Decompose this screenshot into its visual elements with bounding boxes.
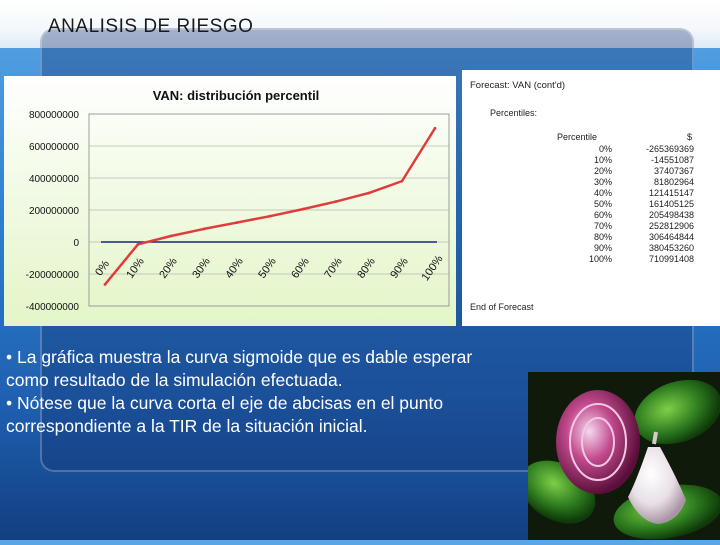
x-tick-label: 70% xyxy=(322,256,345,281)
value-cell: 121415147 xyxy=(648,188,694,198)
forecast-table: Forecast: VAN (cont'd) Percentiles: Perc… xyxy=(462,70,720,326)
data-point xyxy=(103,283,107,286)
y-tick-label: 200000000 xyxy=(29,206,79,217)
forecast-row: 20% 37407367 xyxy=(462,166,720,177)
x-tick-label: 40% xyxy=(223,256,246,281)
x-tick-label: 60% xyxy=(289,256,312,281)
percentile-cell: 80% xyxy=(593,232,612,242)
percentile-cell: 20% xyxy=(593,166,612,176)
y-tick-label: -200000000 xyxy=(26,270,80,281)
bullet-line: correspondiente a la TIR de la situación… xyxy=(6,416,368,436)
percentile-cell: 0% xyxy=(598,144,612,154)
forecast-row: 30% 81802964 xyxy=(462,177,720,188)
percentile-chart: VAN: distribución percentil 800000000 6000… xyxy=(26,88,450,313)
x-tick-label: 20% xyxy=(157,256,180,281)
forecast-end-label: End of Forecast xyxy=(470,302,534,312)
x-tick-label: 80% xyxy=(355,256,378,281)
forecast-row: 40% 121415147 xyxy=(462,188,720,199)
header-band xyxy=(0,0,720,48)
percentile-cell: 90% xyxy=(593,243,612,253)
percentile-cell: 70% xyxy=(593,221,612,231)
value-cell: 161405125 xyxy=(648,199,694,209)
forecast-title: Forecast: VAN (cont'd) xyxy=(470,80,566,91)
forecast-row: 50% 161405125 xyxy=(462,199,720,210)
value-cell: 252812906 xyxy=(648,221,694,231)
x-tick-label: 10% xyxy=(124,256,147,281)
y-tick-label: -400000000 xyxy=(26,302,80,313)
percentile-cell: 10% xyxy=(593,155,612,165)
percentile-cell: 40% xyxy=(593,188,612,198)
forecast-row: 80% 306464844 xyxy=(462,232,720,243)
data-point xyxy=(202,227,206,231)
percentile-cell: 60% xyxy=(593,210,612,220)
y-tick-label: 800000000 xyxy=(29,110,79,121)
value-cell: -14551087 xyxy=(650,155,694,165)
data-point xyxy=(235,221,239,224)
percentile-cell: 50% xyxy=(593,199,612,209)
percentile-column-header: Percentile xyxy=(557,132,598,142)
x-tick-label: 30% xyxy=(190,256,213,281)
percentile-cell: 30% xyxy=(593,177,612,187)
forecast-row: 100% 710991408 xyxy=(462,254,720,265)
value-cell: 710991408 xyxy=(648,254,694,264)
data-point xyxy=(367,191,371,195)
slide-title: ANALISIS DE RIESGO xyxy=(48,16,254,37)
bullet-line: • Nótese que la curva corta el eje de ab… xyxy=(6,393,444,413)
value-cell: -265369369 xyxy=(645,144,694,154)
bullet-line: como resultado de la simulación efectuad… xyxy=(6,370,343,390)
bullet-line: • La gráfica muestra la curva sigmoide q… xyxy=(6,347,473,367)
data-point xyxy=(268,214,272,218)
forecast-row: 0% -265369369 xyxy=(462,144,720,155)
bullet-text: • La gráfica muestra la curva sigmoide q… xyxy=(6,346,546,438)
data-point xyxy=(334,200,338,203)
value-cell: 81802964 xyxy=(653,177,694,187)
value-cell: 380453260 xyxy=(648,243,694,253)
data-point xyxy=(433,126,437,130)
forecast-row: 70% 252812906 xyxy=(462,221,720,232)
x-tick-label: 50% xyxy=(256,256,279,281)
vegetables-illustration xyxy=(520,372,720,540)
forecast-row: 60% 205498438 xyxy=(462,210,720,221)
value-cell: 205498438 xyxy=(648,210,694,220)
chart-title: VAN: distribución percentil xyxy=(153,88,320,103)
chart-panel: VAN: distribución percentil 800000000 6000… xyxy=(4,76,456,326)
x-tick-label: 0% xyxy=(93,258,112,278)
forecast-row: 10% -14551087 xyxy=(462,155,720,166)
value-cell: 37407367 xyxy=(653,166,694,176)
data-point xyxy=(301,207,305,211)
value-column-header: $ xyxy=(687,132,693,142)
data-point xyxy=(169,234,173,238)
data-point xyxy=(136,242,140,246)
x-tick-label: 100% xyxy=(420,253,446,283)
forecast-section-label: Percentiles: xyxy=(490,108,538,118)
y-tick-label: 400000000 xyxy=(29,174,79,185)
value-cell: 306464844 xyxy=(648,232,694,242)
data-point xyxy=(400,179,404,183)
vegetables-photo xyxy=(520,372,720,540)
forecast-row: 90% 380453260 xyxy=(462,243,720,254)
y-tick-label: 0 xyxy=(73,238,79,249)
y-tick-label: 600000000 xyxy=(29,142,79,153)
x-tick-label: 90% xyxy=(388,256,411,281)
percentile-cell: 100% xyxy=(588,254,612,264)
